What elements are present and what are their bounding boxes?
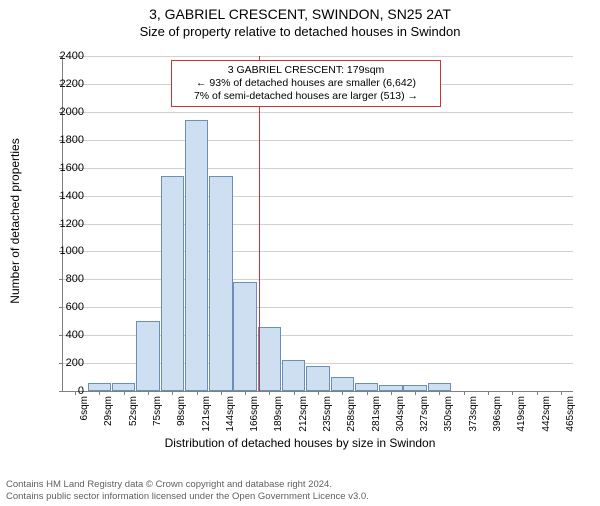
xtick-label: 465sqm [565, 396, 576, 432]
annotation-line: 3 GABRIEL CRESCENT: 179sqm [178, 64, 434, 77]
ytick-label: 1000 [44, 245, 84, 257]
footer-line: Contains public sector information licen… [6, 491, 369, 502]
chart-area: 6sqm29sqm52sqm75sqm98sqm121sqm144sqm166s… [62, 56, 572, 391]
xtick-mark [439, 391, 440, 395]
ytick-label: 1200 [44, 218, 84, 230]
ytick-label: 1800 [44, 134, 84, 146]
gridline [63, 196, 573, 197]
gridline [63, 56, 573, 57]
xtick-label: 98sqm [176, 396, 187, 426]
xtick-label: 75sqm [152, 396, 163, 426]
xtick-mark [148, 391, 149, 395]
xtick-mark [294, 391, 295, 395]
ytick-label: 800 [44, 273, 84, 285]
xtick-label: 442sqm [541, 396, 552, 432]
attribution-footer: Contains HM Land Registry data © Crown c… [6, 479, 369, 502]
ytick-label: 2000 [44, 106, 84, 118]
histogram-bar [282, 360, 305, 391]
histogram-bar [258, 327, 281, 391]
ytick-label: 1600 [44, 162, 84, 174]
xtick-label: 327sqm [419, 396, 430, 432]
xtick-mark [488, 391, 489, 395]
xtick-mark [245, 391, 246, 395]
gridline [63, 307, 573, 308]
xtick-mark [318, 391, 319, 395]
xtick-label: 235sqm [322, 396, 333, 432]
xtick-label: 419sqm [516, 396, 527, 432]
histogram-bar [331, 377, 354, 391]
xtick-mark [537, 391, 538, 395]
chart-subtitle: Size of property relative to detached ho… [0, 24, 600, 39]
gridline [63, 140, 573, 141]
xtick-label: 6sqm [79, 396, 90, 420]
histogram-bar [161, 176, 184, 391]
gridline [63, 224, 573, 225]
chart-title: 3, GABRIEL CRESCENT, SWINDON, SN25 2AT [0, 6, 600, 22]
histogram-bar [355, 383, 378, 391]
plot: 6sqm29sqm52sqm75sqm98sqm121sqm144sqm166s… [62, 56, 573, 392]
gridline [63, 279, 573, 280]
x-axis-title: Distribution of detached houses by size … [0, 436, 600, 450]
histogram-bar [112, 383, 135, 391]
ytick-label: 1400 [44, 190, 84, 202]
xtick-mark [415, 391, 416, 395]
xtick-mark [221, 391, 222, 395]
gridline [63, 168, 573, 169]
xtick-mark [367, 391, 368, 395]
footer-line: Contains HM Land Registry data © Crown c… [6, 479, 369, 490]
xtick-label: 52sqm [128, 396, 139, 426]
ytick-label: 2400 [44, 50, 84, 62]
xtick-mark [197, 391, 198, 395]
xtick-label: 121sqm [201, 396, 212, 432]
gridline [63, 112, 573, 113]
annotation-line: ← 93% of detached houses are smaller (6,… [178, 77, 434, 90]
xtick-mark [342, 391, 343, 395]
xtick-mark [269, 391, 270, 395]
xtick-label: 144sqm [225, 396, 236, 432]
ytick-label: 0 [44, 385, 84, 397]
histogram-bar [185, 120, 208, 391]
xtick-mark [391, 391, 392, 395]
xtick-label: 189sqm [273, 396, 284, 432]
histogram-bar [88, 383, 111, 391]
xtick-label: 281sqm [371, 396, 382, 432]
xtick-mark [512, 391, 513, 395]
xtick-mark [172, 391, 173, 395]
xtick-label: 373sqm [468, 396, 479, 432]
ytick-label: 600 [44, 301, 84, 313]
histogram-bar [306, 366, 329, 391]
ytick-label: 400 [44, 329, 84, 341]
annotation-line: 7% of semi-detached houses are larger (5… [178, 90, 434, 103]
xtick-label: 29sqm [103, 396, 114, 426]
histogram-bar [428, 383, 451, 391]
xtick-label: 212sqm [298, 396, 309, 432]
xtick-label: 166sqm [249, 396, 260, 432]
xtick-mark [124, 391, 125, 395]
annotation-box: 3 GABRIEL CRESCENT: 179sqm← 93% of detac… [171, 60, 441, 107]
xtick-label: 258sqm [346, 396, 357, 432]
xtick-mark [99, 391, 100, 395]
gridline [63, 251, 573, 252]
xtick-mark [561, 391, 562, 395]
histogram-bar [136, 321, 159, 391]
xtick-label: 304sqm [395, 396, 406, 432]
histogram-bar [209, 176, 232, 391]
xtick-mark [464, 391, 465, 395]
histogram-bar [233, 282, 256, 391]
xtick-label: 350sqm [443, 396, 454, 432]
ytick-label: 2200 [44, 78, 84, 90]
ytick-label: 200 [44, 357, 84, 369]
y-axis-title: Number of detached properties [8, 138, 22, 303]
xtick-label: 396sqm [492, 396, 503, 432]
